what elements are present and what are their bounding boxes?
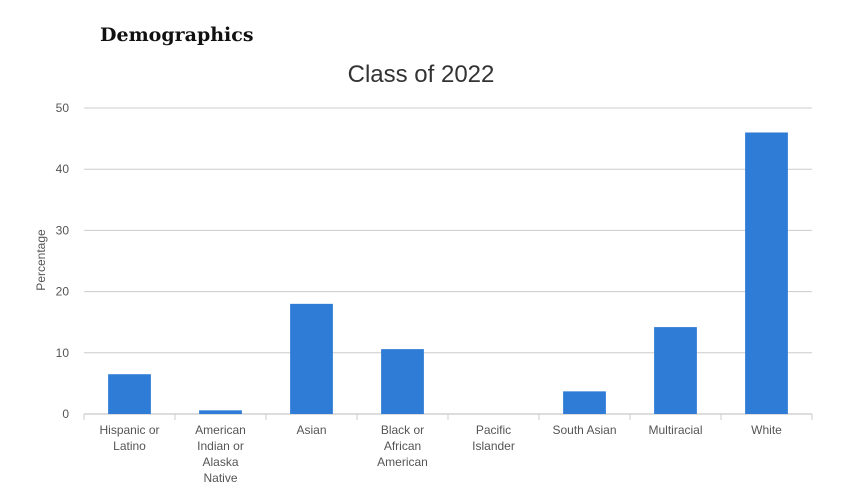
bar	[563, 391, 606, 414]
bar	[108, 374, 151, 414]
bar	[654, 327, 697, 414]
x-tick-label: Black or African American	[377, 423, 428, 469]
bar	[199, 410, 242, 414]
x-tick-label: Multiracial	[648, 423, 702, 437]
x-tick-label: White	[751, 423, 782, 437]
y-tick-label: 40	[56, 162, 70, 176]
x-tick-label: Asian	[296, 423, 326, 437]
x-tick-label: South Asian	[552, 423, 616, 437]
y-tick-label: 0	[62, 407, 69, 421]
y-tick-label: 20	[56, 285, 70, 299]
bar	[381, 349, 424, 414]
x-tick-label: American Indian or Alaska Native	[195, 423, 246, 485]
y-axis-title: Percentage	[34, 229, 48, 291]
x-axis-labels: Hispanic or Latino American Indian or Alaska…	[99, 423, 782, 485]
bar	[290, 303, 333, 414]
y-tick-label: 50	[56, 101, 70, 115]
bars	[108, 132, 788, 415]
y-tick-label: 10	[56, 346, 70, 360]
y-tick-label: 30	[56, 223, 70, 237]
bar	[745, 132, 788, 415]
gridlines	[83, 107, 813, 420]
y-axis-ticks: 0 10 20 30 40 50	[56, 101, 70, 421]
chart-title: Class of 2022	[348, 61, 495, 88]
x-tick-label: Hispanic or Latino	[99, 423, 159, 453]
section-heading: Demographics	[100, 24, 254, 46]
x-tick-label: Pacific Islander	[472, 423, 515, 453]
